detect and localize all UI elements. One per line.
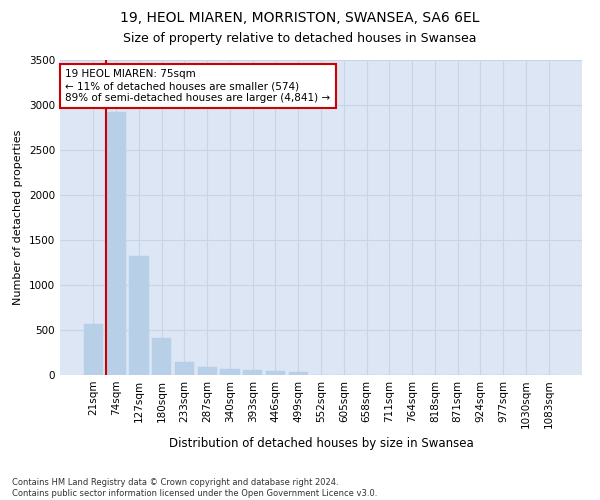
Bar — [289, 372, 308, 375]
Text: Contains HM Land Registry data © Crown copyright and database right 2024.
Contai: Contains HM Land Registry data © Crown c… — [12, 478, 377, 498]
Bar — [220, 369, 239, 375]
Bar — [129, 256, 149, 375]
Bar — [152, 338, 172, 375]
Text: Size of property relative to detached houses in Swansea: Size of property relative to detached ho… — [123, 32, 477, 45]
Text: 19, HEOL MIAREN, MORRISTON, SWANSEA, SA6 6EL: 19, HEOL MIAREN, MORRISTON, SWANSEA, SA6… — [120, 11, 480, 25]
Bar — [197, 367, 217, 375]
Text: 19 HEOL MIAREN: 75sqm
← 11% of detached houses are smaller (574)
89% of semi-det: 19 HEOL MIAREN: 75sqm ← 11% of detached … — [65, 70, 331, 102]
Bar — [84, 324, 103, 375]
Bar — [243, 370, 262, 375]
Y-axis label: Number of detached properties: Number of detached properties — [13, 130, 23, 305]
X-axis label: Distribution of detached houses by size in Swansea: Distribution of detached houses by size … — [169, 437, 473, 450]
Bar — [266, 371, 285, 375]
Bar — [175, 362, 194, 375]
Bar — [106, 112, 126, 375]
